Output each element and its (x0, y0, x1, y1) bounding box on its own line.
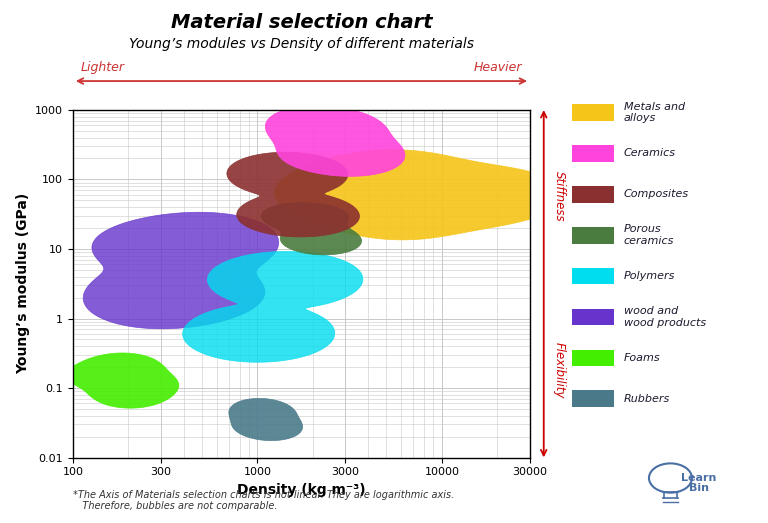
Text: Polymers: Polymers (624, 271, 675, 281)
Polygon shape (265, 106, 405, 176)
Polygon shape (227, 152, 359, 237)
Text: *The Axis of Materials selection charts is not linear. They are logarithmic axis: *The Axis of Materials selection charts … (73, 490, 454, 511)
Text: wood and
wood products: wood and wood products (624, 306, 706, 328)
Polygon shape (183, 252, 363, 362)
Polygon shape (229, 399, 303, 440)
Text: Bin: Bin (689, 483, 709, 494)
Polygon shape (261, 203, 362, 255)
Text: Rubbers: Rubbers (624, 394, 670, 404)
Text: Ceramics: Ceramics (624, 149, 676, 158)
Text: Porous
ceramics: Porous ceramics (624, 224, 674, 246)
Polygon shape (67, 353, 179, 408)
Text: Stiffness: Stiffness (553, 172, 566, 222)
Polygon shape (275, 150, 566, 240)
Text: Learn: Learn (681, 473, 717, 483)
Polygon shape (83, 212, 279, 329)
Text: Foams: Foams (624, 353, 660, 363)
X-axis label: Density (kg m⁻³): Density (kg m⁻³) (237, 483, 366, 497)
Text: Lighter: Lighter (81, 61, 124, 74)
Text: Flexibility: Flexibility (553, 343, 566, 399)
Y-axis label: Young’s modulus (GPa): Young’s modulus (GPa) (15, 193, 30, 374)
Text: Composites: Composites (624, 189, 689, 199)
Text: Young’s modules vs Density of different materials: Young’s modules vs Density of different … (129, 37, 474, 51)
Text: Heavier: Heavier (474, 61, 522, 74)
Text: Metals and
alloys: Metals and alloys (624, 101, 685, 123)
Text: Material selection chart: Material selection chart (170, 13, 432, 32)
